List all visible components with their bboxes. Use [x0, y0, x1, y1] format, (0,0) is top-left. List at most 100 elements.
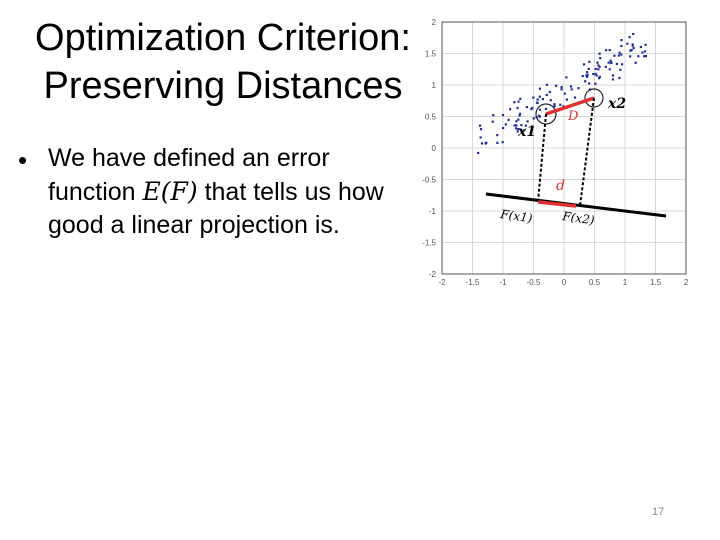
y-tick-label: -2	[429, 270, 437, 279]
data-point	[549, 99, 552, 102]
data-point	[518, 114, 521, 117]
plot-frame	[441, 21, 687, 275]
data-point	[632, 32, 635, 36]
title-line-2: Preserving Distances	[43, 65, 403, 107]
data-point	[598, 52, 601, 55]
data-point	[597, 68, 600, 71]
data-point	[480, 142, 484, 145]
data-point	[560, 88, 563, 91]
data-point	[598, 65, 601, 68]
x1-circle	[535, 103, 557, 125]
data-point	[584, 80, 587, 83]
data-point	[517, 118, 520, 121]
data-point	[524, 124, 527, 127]
x-tick-label: -0.5	[527, 278, 541, 287]
data-point	[617, 54, 620, 57]
data-point	[594, 67, 597, 71]
Fx1-label: F(x1)	[499, 207, 534, 226]
data-point	[569, 85, 573, 88]
x2-circle	[584, 88, 604, 108]
data-point	[538, 108, 542, 111]
data-point	[596, 61, 599, 64]
d-label: d	[556, 178, 565, 194]
data-point	[532, 117, 535, 120]
data-point	[573, 96, 577, 99]
x-tick-label: 2	[684, 278, 689, 287]
D-label: D	[567, 109, 579, 124]
data-point	[631, 44, 634, 47]
x-tick-label: 0	[562, 278, 567, 287]
data-point	[479, 136, 482, 139]
data-point	[565, 98, 568, 101]
data-point	[631, 43, 634, 46]
data-point	[538, 95, 541, 98]
data-point	[613, 54, 616, 57]
bullet-math: E(F)	[142, 177, 198, 206]
data-point	[611, 74, 615, 77]
data-point	[598, 75, 601, 78]
y-tick-label: -1.5	[422, 239, 436, 248]
data-point	[587, 67, 590, 70]
data-point	[597, 64, 600, 67]
data-point	[507, 118, 510, 121]
bullet-suffix: that tells us how good a linear projecti…	[48, 178, 384, 239]
x-tick-label: -1	[499, 278, 507, 287]
data-point	[628, 36, 631, 39]
data-point	[515, 127, 518, 130]
data-point	[577, 87, 580, 90]
data-point	[560, 86, 563, 89]
data-point	[502, 127, 505, 130]
bullet-text: We have defined an error function E(F) t…	[48, 142, 418, 242]
data-point	[520, 124, 523, 127]
x-tick-label: -2	[438, 278, 446, 287]
data-point	[598, 77, 601, 80]
data-point	[611, 78, 614, 81]
data-point	[563, 92, 566, 95]
data-point	[615, 62, 618, 65]
data-point	[618, 76, 621, 80]
data-point	[555, 84, 558, 87]
data-point	[641, 51, 644, 54]
distance-d-line	[537, 200, 577, 208]
projection-guide-x1	[537, 113, 547, 203]
data-point	[581, 75, 584, 78]
data-point	[588, 82, 591, 85]
y-tick-label: 1.5	[425, 50, 437, 59]
data-point	[605, 49, 608, 52]
data-point	[626, 42, 629, 45]
data-point	[513, 124, 516, 127]
y-tick-label: 1	[432, 81, 437, 90]
data-point	[594, 72, 597, 75]
x-tick-label: -1.5	[466, 278, 480, 287]
x-tick-label: 1.5	[650, 278, 662, 287]
data-point	[559, 103, 562, 106]
data-point	[610, 61, 613, 64]
data-point	[501, 114, 505, 117]
data-point	[644, 55, 647, 58]
y-tick-label: 0	[432, 144, 437, 153]
data-point	[517, 128, 520, 131]
Fx2-label: F(x2)	[561, 209, 596, 228]
data-point	[599, 57, 602, 60]
y-tick-label: 0.5	[425, 113, 437, 122]
y-tick-label: -1	[429, 207, 437, 216]
data-point	[604, 65, 607, 68]
projection-guide-x2	[579, 97, 595, 207]
data-point	[530, 108, 533, 111]
data-point	[544, 107, 548, 111]
data-point	[492, 114, 495, 117]
data-point	[620, 53, 623, 56]
data-point	[501, 141, 504, 144]
data-point	[538, 87, 541, 90]
data-point	[491, 120, 494, 123]
projection-plot: 2 1.5 1 0.5 0 -0.5 -1 -1.5 -2 -2 -1.5 -1 -0.5 0 0.5 1 1…	[422, 18, 689, 287]
data-point	[586, 75, 589, 78]
data-point	[607, 61, 610, 64]
y-tick-label: 2	[432, 18, 437, 27]
data-point	[477, 151, 480, 155]
data-point	[538, 115, 541, 118]
data-point	[595, 74, 598, 77]
data-point	[516, 130, 519, 133]
data-point	[582, 63, 586, 66]
data-point	[479, 124, 482, 127]
